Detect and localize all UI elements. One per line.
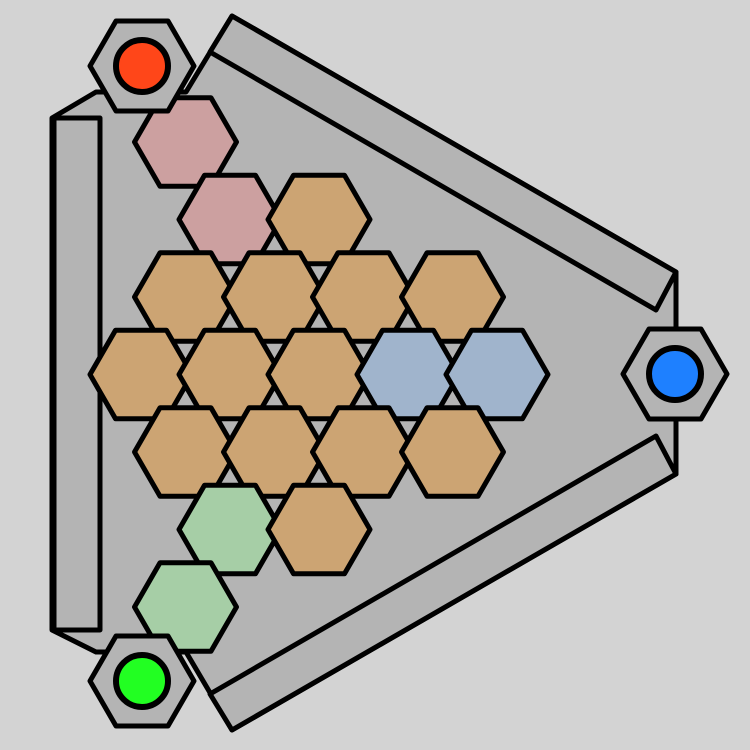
hex-cell-neutral[interactable] (265, 482, 373, 577)
hex-cells (87, 95, 551, 654)
hex-cell-neutral[interactable] (399, 405, 506, 499)
top-right-rail (207, 13, 679, 313)
home-bases (87, 18, 730, 729)
red-player-marker[interactable] (113, 37, 171, 95)
bottom-right-rail (207, 433, 679, 733)
hex-cell-blue[interactable] (443, 327, 551, 422)
hex-cell-neutral[interactable] (310, 405, 417, 499)
green-player-marker[interactable] (113, 652, 171, 710)
hex-cell-green[interactable] (176, 482, 284, 577)
blue-player-marker[interactable] (646, 345, 704, 403)
hex-cell-green[interactable] (132, 560, 239, 654)
left-rail (51, 115, 103, 633)
